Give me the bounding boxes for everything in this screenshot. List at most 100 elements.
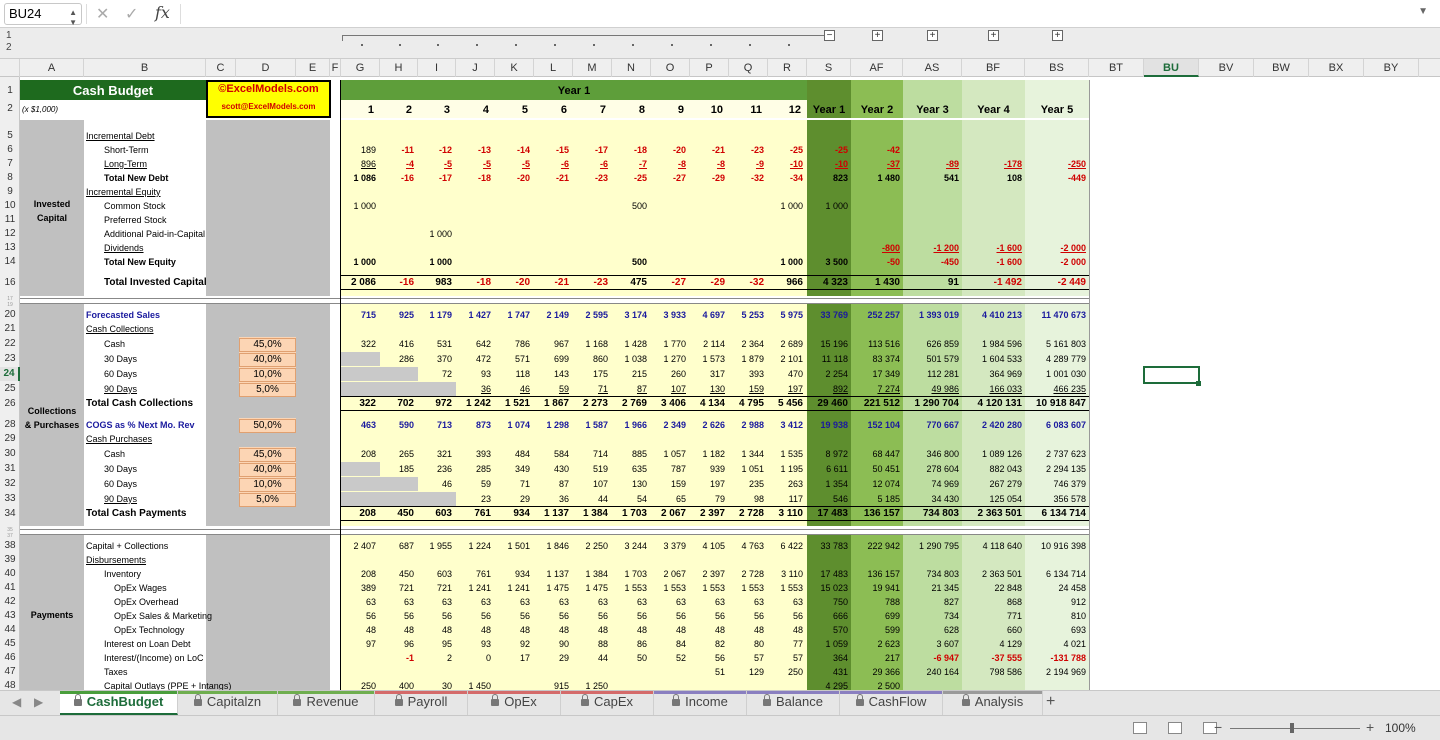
month-value[interactable]: 702 [397,398,414,409]
month-value[interactable]: 6 422 [780,541,803,551]
year-value[interactable]: 21 345 [931,583,959,593]
month-value[interactable]: 48 [480,625,491,635]
month-value[interactable]: -23 [750,145,764,155]
month-value[interactable]: 389 [360,583,376,593]
month-value[interactable]: 54 [636,494,647,504]
year-value[interactable]: 4 118 640 [982,541,1022,551]
year-value[interactable]: -50 [886,257,900,267]
year-value[interactable]: 2 294 135 [1045,464,1086,474]
month-value[interactable]: 1 475 [546,583,569,593]
month-value[interactable]: 250 [360,681,376,690]
month-value[interactable]: 590 [398,420,414,430]
month-value[interactable]: 56 [675,611,686,621]
month-value[interactable]: 1 966 [624,420,647,430]
month-value[interactable]: 1 224 [468,541,491,551]
month-value[interactable]: 321 [436,449,452,459]
month-value[interactable]: 56 [558,611,569,621]
row-header-30[interactable]: 30 [4,448,16,459]
month-value[interactable]: 2 349 [663,420,686,430]
month-value[interactable]: 1 057 [663,449,686,459]
month-value[interactable]: 470 [787,369,803,379]
month-value[interactable]: 1 074 [507,420,530,430]
column-header-b[interactable]: B [84,59,206,77]
month-value[interactable]: 1 051 [741,464,764,474]
insert-function-icon[interactable]: fx [155,3,170,22]
month-value[interactable]: 130 [631,479,647,489]
month-value[interactable]: 317 [709,369,725,379]
column-header-as[interactable]: AS [903,59,962,77]
year-value[interactable]: 868 [1006,597,1022,607]
percent-input[interactable]: 5,0% [239,383,296,397]
percent-input[interactable]: 10,0% [239,478,296,492]
month-value[interactable]: 500 [631,257,647,267]
month-value[interactable]: 3 110 [778,508,803,519]
column-header-c[interactable]: C [206,59,236,77]
month-value[interactable]: 97 [365,639,376,649]
month-value[interactable]: 63 [714,597,725,607]
expand-group-button[interactable]: + [872,30,883,41]
row-header-8[interactable]: 8 [7,172,13,183]
month-value[interactable]: 475 [630,277,647,288]
row-header-40[interactable]: 40 [4,568,16,579]
month-value[interactable]: 63 [675,597,686,607]
month-value[interactable]: 90 [558,639,569,649]
month-value[interactable]: 48 [597,625,608,635]
month-value[interactable]: 44 [597,494,608,504]
row-header-13[interactable]: 13 [4,242,16,253]
month-value[interactable]: 2 101 [780,354,803,364]
column-header-af[interactable]: AF [851,59,903,77]
year-value[interactable]: 15 023 [820,583,848,593]
column-header-bu[interactable]: BU [1144,59,1199,77]
month-value[interactable]: 484 [514,449,530,459]
month-value[interactable]: 972 [435,398,452,409]
month-value[interactable]: 1 747 [507,310,530,320]
month-value[interactable]: 46 [441,479,452,489]
year-value[interactable]: 356 578 [1053,494,1086,504]
year-value[interactable]: 626 859 [926,339,959,349]
month-value[interactable]: 208 [360,449,376,459]
zoom-in-button[interactable]: + [1366,719,1375,735]
month-value[interactable]: 107 [670,384,686,394]
year-value[interactable]: 17 349 [872,369,900,379]
month-value[interactable]: 82 [714,639,725,649]
month-value[interactable]: -16 [400,173,414,183]
month-value[interactable]: 2 364 [741,339,764,349]
expand-formula-bar-icon[interactable]: ▼ [1418,6,1428,17]
month-value[interactable]: 463 [360,420,376,430]
month-value[interactable]: -10 [789,159,803,169]
month-value[interactable]: 967 [553,339,569,349]
year-value[interactable]: -449 [1067,173,1086,183]
row-header-34[interactable]: 34 [4,508,16,519]
outline-level-2[interactable]: 2 [6,42,12,53]
row-header-38[interactable]: 38 [4,540,16,551]
month-value[interactable]: 80 [753,639,764,649]
year-value[interactable]: 2 363 501 [981,569,1022,579]
year-value[interactable]: -1 600 [996,257,1022,267]
year-value[interactable]: -1 492 [993,277,1022,288]
row-header-24[interactable]: 24 [0,367,20,381]
month-value[interactable]: 4 134 [699,398,725,409]
month-value[interactable]: 208 [360,569,376,579]
prev-sheet-icon[interactable]: ◀ [12,695,22,709]
year-value[interactable]: 19 938 [820,420,848,430]
fill-handle[interactable] [1196,381,1201,386]
month-value[interactable]: 2 769 [621,398,647,409]
name-box[interactable]: BU24 ▲ ▼ [4,3,82,27]
column-header-f[interactable]: F [330,59,341,77]
expand-group-button[interactable]: + [988,30,999,41]
name-box-dropdown-icon[interactable]: ▲ ▼ [69,8,77,27]
month-value[interactable]: 48 [403,625,414,635]
month-value[interactable]: 4 763 [741,541,764,551]
column-header-d[interactable]: D [236,59,296,77]
month-value[interactable]: -11 [401,145,414,155]
row-header-22[interactable]: 22 [4,338,16,349]
year-value[interactable]: 501 579 [926,354,959,364]
month-value[interactable]: 56 [480,611,491,621]
month-value[interactable]: -6 [560,159,569,169]
month-value[interactable]: 46 [519,384,530,394]
year-value[interactable]: 34 430 [931,494,959,504]
year-value[interactable]: 882 043 [989,464,1022,474]
month-value[interactable]: 400 [398,681,414,690]
month-value[interactable]: 286 [398,354,414,364]
year-value[interactable]: 29 366 [872,667,900,677]
